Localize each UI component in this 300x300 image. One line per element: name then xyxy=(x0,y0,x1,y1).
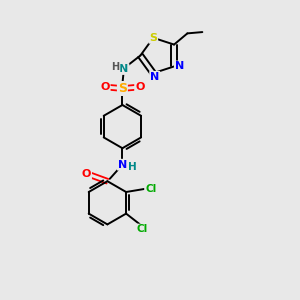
Text: O: O xyxy=(135,82,145,92)
Text: N: N xyxy=(175,61,184,71)
Text: N: N xyxy=(118,160,127,170)
Text: O: O xyxy=(82,169,91,179)
Text: S: S xyxy=(118,82,127,95)
Text: Cl: Cl xyxy=(137,224,148,235)
Text: N: N xyxy=(119,64,128,74)
Text: Cl: Cl xyxy=(145,184,156,194)
Text: H: H xyxy=(111,61,120,72)
Text: H: H xyxy=(128,162,136,172)
Text: N: N xyxy=(150,72,159,82)
Text: O: O xyxy=(100,82,110,92)
Text: S: S xyxy=(149,33,157,43)
